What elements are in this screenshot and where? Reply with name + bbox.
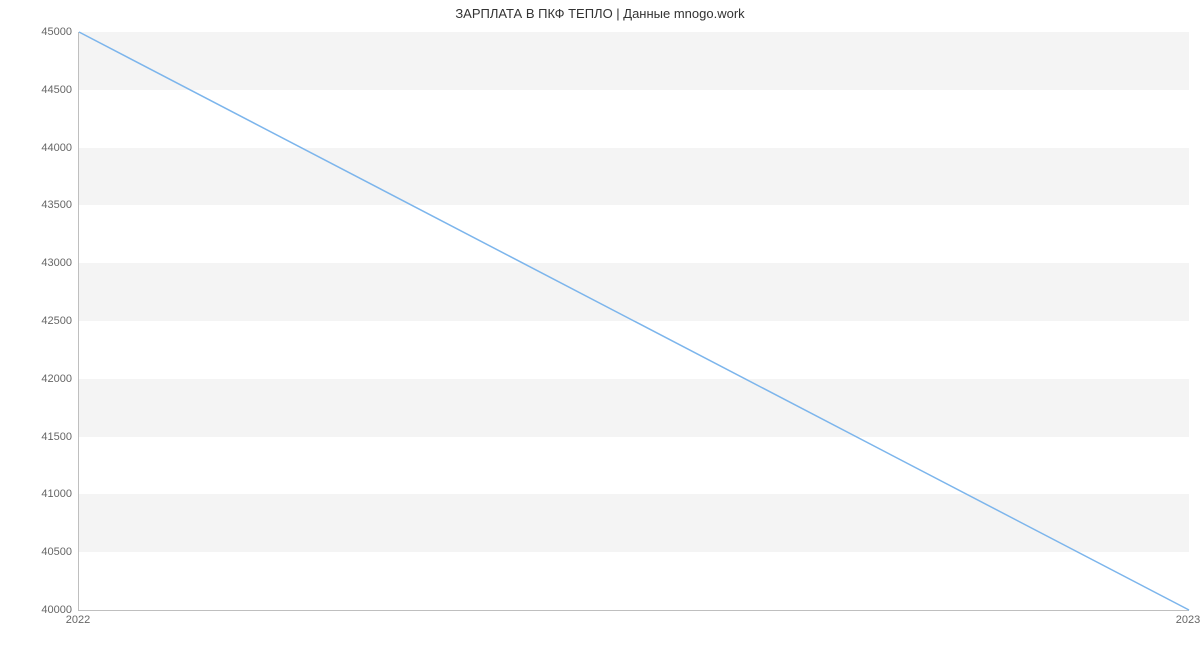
y-tick-label: 41000 — [12, 488, 72, 500]
y-tick-label: 40500 — [12, 546, 72, 558]
chart-title: ЗАРПЛАТА В ПКФ ТЕПЛО | Данные mnogo.work — [0, 6, 1200, 21]
salary-chart: ЗАРПЛАТА В ПКФ ТЕПЛО | Данные mnogo.work… — [0, 0, 1200, 650]
plot-area — [78, 32, 1189, 611]
y-tick-label: 45000 — [12, 26, 72, 38]
line-series-layer — [79, 32, 1189, 610]
y-tick-label: 43500 — [12, 199, 72, 211]
x-tick-label: 2022 — [66, 614, 90, 626]
y-tick-label: 43000 — [12, 257, 72, 269]
y-tick-label: 44500 — [12, 84, 72, 96]
y-tick-label: 40000 — [12, 604, 72, 616]
x-tick-label: 2023 — [1176, 614, 1200, 626]
series-line-salary — [79, 32, 1189, 610]
y-tick-label: 44000 — [12, 142, 72, 154]
y-tick-label: 42000 — [12, 373, 72, 385]
y-tick-label: 42500 — [12, 315, 72, 327]
y-tick-label: 41500 — [12, 431, 72, 443]
